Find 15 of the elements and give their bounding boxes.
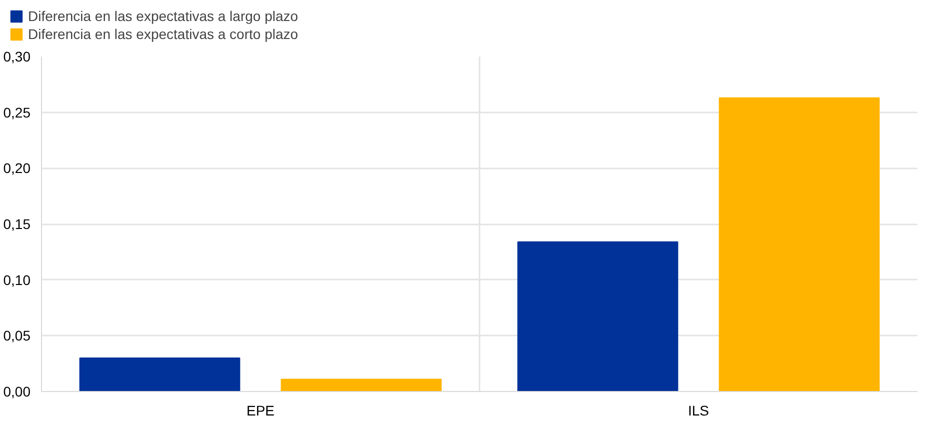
legend-label: Diferencia en las expectativas a largo plazo (28, 8, 298, 24)
bar (280, 378, 442, 392)
y-tick-label: 0,30 (3, 48, 31, 64)
y-tick-label: 0,10 (3, 272, 31, 288)
legend-label: Diferencia en las expectativas a corto plazo (28, 26, 298, 42)
y-tick-label: 0,25 (3, 104, 31, 120)
bar (517, 241, 678, 392)
bar (79, 358, 240, 392)
x-tick-label: ILS (688, 402, 710, 418)
y-tick-label: 0,05 (3, 328, 31, 344)
y-tick-label: 0,20 (3, 160, 31, 176)
x-tick-label: EPE (246, 402, 275, 418)
bar (718, 97, 880, 392)
y-tick-label: 0,15 (3, 216, 31, 232)
y-tick-label: 0,00 (3, 384, 31, 400)
